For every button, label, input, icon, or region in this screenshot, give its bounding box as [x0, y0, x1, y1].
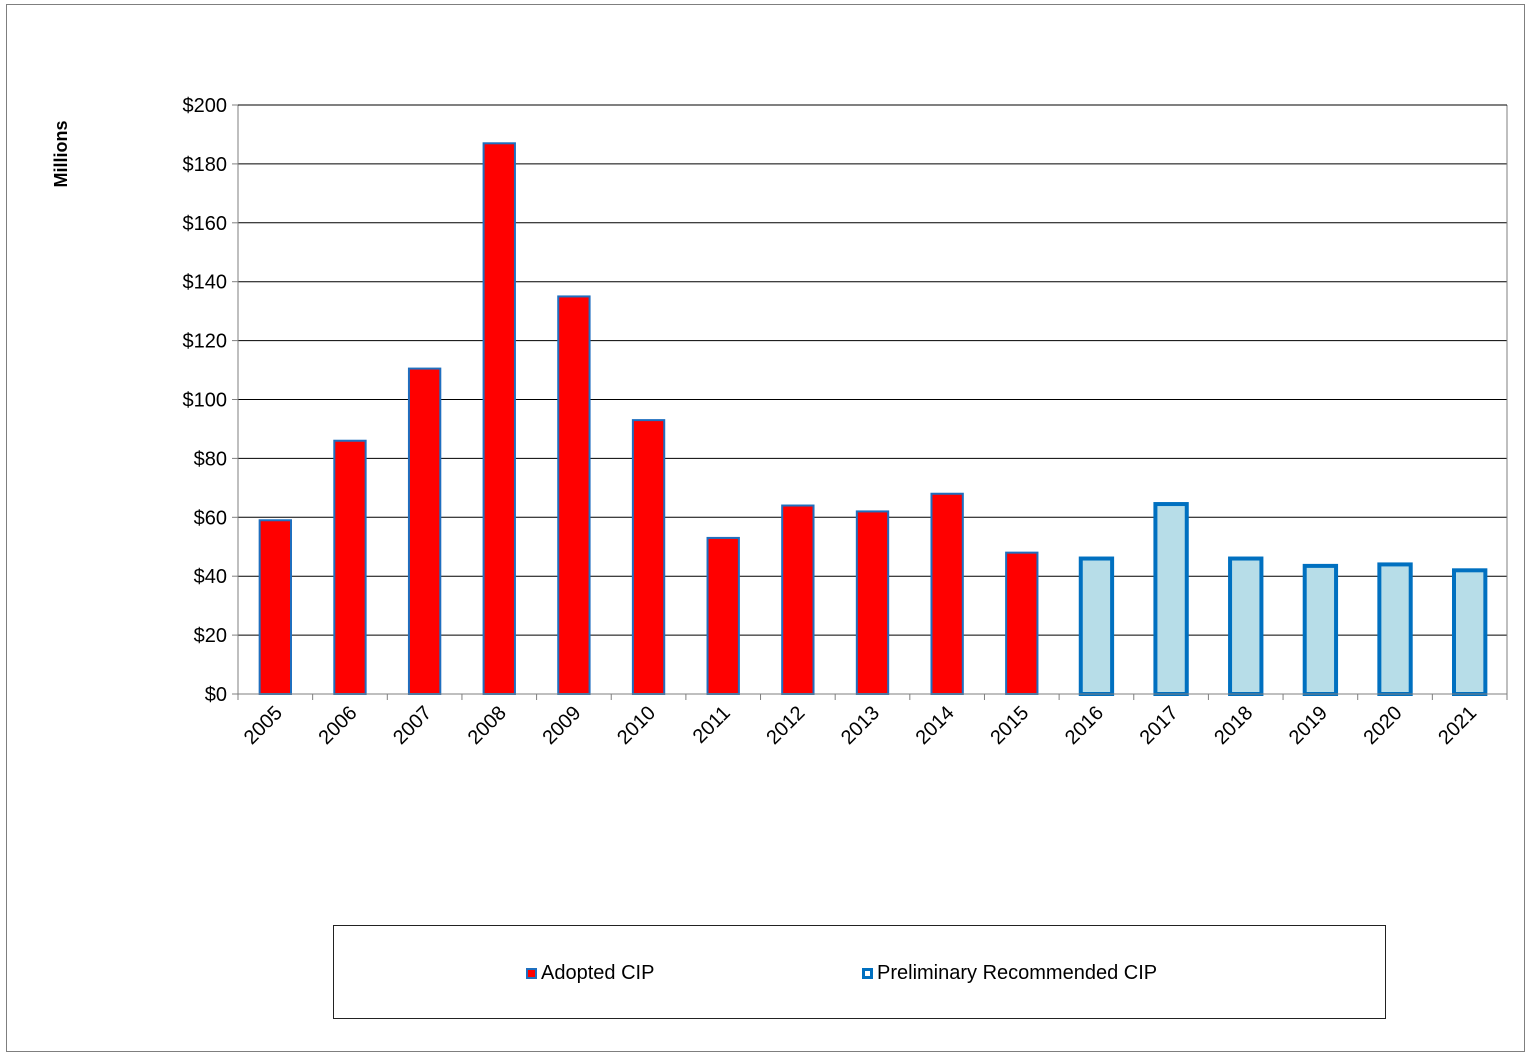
y-tick-label: $200	[183, 95, 228, 117]
legend-item-adopted: Adopted CIP	[526, 962, 654, 985]
x-tick-label: 2007	[389, 702, 436, 749]
bar-adopted	[407, 367, 442, 695]
legend-item-preliminary: Preliminary Recommended CIP	[862, 962, 1157, 985]
x-tick-label: 2011	[689, 702, 735, 748]
bar-adopted	[781, 504, 815, 695]
x-tick-labels: 2005 2006 2007 2008 2009 2010 2011 2012 2013 2014…	[240, 702, 1481, 749]
x-tick-label: 2020	[1360, 702, 1407, 749]
bar-adopted	[631, 419, 666, 695]
y-tick-label: $140	[183, 272, 228, 294]
y-tick-label: $80	[194, 448, 227, 470]
y-tick-labels: $0 $20 $40 $60 $80 $100 $120 $140 $160 $180 $200	[183, 95, 228, 706]
x-tick-label: 2012	[762, 702, 809, 749]
bar-preliminary	[1228, 556, 1264, 697]
bar-preliminary	[1377, 562, 1413, 696]
bar-preliminary	[1078, 556, 1115, 697]
y-tick-label: $0	[205, 684, 227, 706]
x-tick-label: 2005	[240, 702, 287, 749]
bars	[258, 142, 1488, 697]
y-tick-label: $60	[194, 507, 227, 529]
x-tick-label: 2019	[1285, 702, 1332, 749]
bar-preliminary	[1153, 502, 1189, 696]
bar-adopted	[1005, 551, 1039, 696]
x-tick-label: 2013	[837, 702, 884, 749]
legend-swatch-preliminary	[862, 968, 873, 979]
bar-preliminary	[1302, 563, 1339, 697]
bar-adopted	[930, 492, 964, 695]
x-tick-label: 2010	[613, 702, 660, 749]
x-tick-label: 2018	[1210, 702, 1257, 749]
bar-adopted	[706, 536, 740, 695]
y-tick-label: $180	[183, 154, 228, 176]
bar-adopted	[258, 519, 292, 695]
gridlines	[232, 104, 1507, 695]
axes	[237, 104, 1508, 700]
legend-swatch-adopted	[526, 968, 537, 979]
bar-adopted	[855, 510, 890, 695]
legend-label-adopted: Adopted CIP	[541, 962, 655, 984]
x-tick-label: 2015	[986, 702, 1033, 749]
x-tick-label: 2006	[314, 702, 361, 749]
y-tick-label: $20	[194, 625, 227, 647]
x-tick-label: 2017	[1136, 702, 1183, 749]
bar-adopted	[333, 439, 367, 696]
y-axis-label: Millions	[51, 121, 71, 188]
bar-preliminary	[1452, 568, 1488, 696]
x-tick-label: 2009	[538, 702, 585, 749]
chart-frame	[6, 4, 1525, 1052]
legend: Adopted CIP Preliminary Recommended CIP	[333, 925, 1386, 1019]
x-tick-label: 2008	[464, 702, 511, 749]
x-tick-label: 2014	[912, 702, 959, 749]
y-tick-label: $160	[183, 213, 228, 235]
y-tick-label: $40	[194, 566, 227, 588]
bar-adopted	[557, 295, 591, 695]
bar-adopted	[482, 142, 516, 696]
legend-label-preliminary: Preliminary Recommended CIP	[877, 962, 1158, 984]
y-tick-label: $120	[183, 331, 228, 353]
x-tick-label: 2021	[1434, 702, 1481, 749]
x-tick-label: 2016	[1061, 702, 1108, 749]
y-tick-label: $100	[183, 390, 228, 412]
